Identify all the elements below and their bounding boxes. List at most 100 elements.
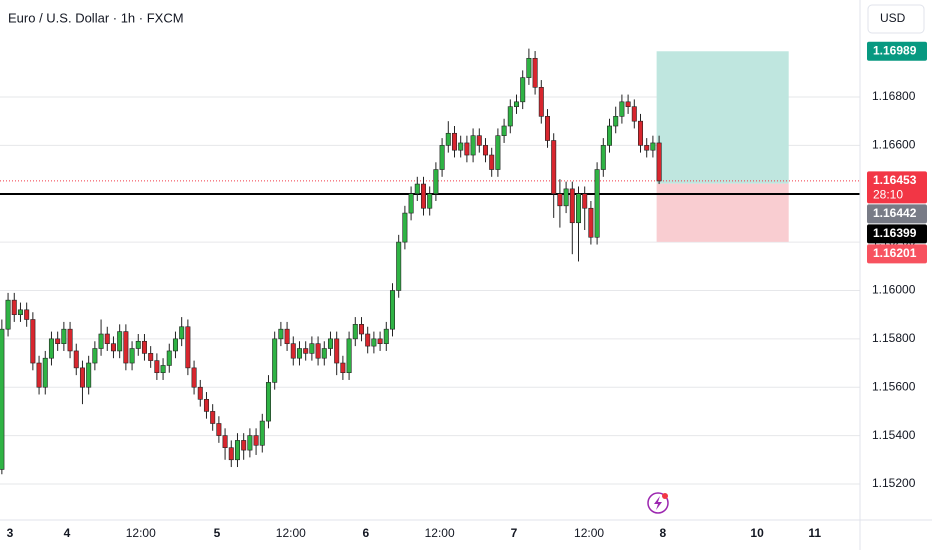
price-label: 1.16989 xyxy=(873,43,917,57)
x-tick-label: 4 xyxy=(64,526,71,540)
candle-body xyxy=(30,319,36,364)
candle-body xyxy=(104,333,110,344)
candle-body xyxy=(383,328,389,344)
candle-body xyxy=(576,193,582,224)
candle-body xyxy=(92,348,98,364)
candle-body xyxy=(346,338,352,374)
candle-body xyxy=(172,338,178,352)
x-tick-label: 8 xyxy=(659,526,666,540)
price-label-box xyxy=(867,41,927,61)
candle-body xyxy=(272,338,278,383)
y-tick-label: 1.16000 xyxy=(872,283,916,297)
candle-body xyxy=(222,435,228,448)
candle-body xyxy=(129,348,135,364)
candle-body xyxy=(619,101,625,117)
loss-zone xyxy=(656,183,789,242)
candle-body xyxy=(203,399,209,412)
candle-body xyxy=(563,188,569,207)
candle-body xyxy=(5,299,11,330)
price-label: 1.16399 xyxy=(873,226,917,240)
candle-body xyxy=(334,338,340,364)
candle-body xyxy=(439,145,445,170)
candle-body xyxy=(247,435,253,451)
candle-body xyxy=(241,440,247,451)
currency-button[interactable] xyxy=(867,4,925,34)
candle-body xyxy=(290,343,296,359)
candle-body xyxy=(625,101,631,107)
candle-body xyxy=(327,338,333,349)
candle-body xyxy=(631,106,637,122)
candle-body xyxy=(513,101,519,107)
candle-body xyxy=(265,382,271,422)
candle-body xyxy=(79,367,85,388)
price-label: 1.16201 xyxy=(873,246,917,260)
candle-body xyxy=(377,338,383,344)
candle-body xyxy=(185,326,191,369)
candle-body xyxy=(309,343,315,354)
plot xyxy=(0,48,860,475)
candle-body xyxy=(160,365,166,374)
x-tick-label: 7 xyxy=(511,526,518,540)
price-label: 1.16453 xyxy=(873,173,917,187)
candle-body xyxy=(98,333,104,349)
candle-body xyxy=(36,362,42,388)
profit-zone xyxy=(656,51,789,184)
candle-body xyxy=(278,328,284,340)
candle-body xyxy=(371,338,377,347)
candle-body xyxy=(228,447,234,461)
candle-body xyxy=(210,411,216,424)
candle-body xyxy=(234,440,240,461)
y-tick-label: 1.15400 xyxy=(872,428,916,442)
candle-body xyxy=(303,348,309,354)
candle-body xyxy=(582,193,588,209)
candle-body xyxy=(0,328,5,470)
x-tick-label: 12:00 xyxy=(574,526,604,540)
candle-body xyxy=(17,309,23,315)
candle-body xyxy=(67,328,73,352)
candle-body xyxy=(445,132,451,146)
candle-body xyxy=(61,328,67,344)
price-label-box xyxy=(867,244,927,264)
candle-body xyxy=(148,353,154,361)
candle-body xyxy=(607,125,613,146)
candle-body xyxy=(656,142,662,182)
candle-body xyxy=(284,328,290,344)
currency-label[interactable]: USD xyxy=(880,11,906,25)
candle-body xyxy=(526,57,532,78)
candle-body xyxy=(495,135,501,170)
candle-body xyxy=(482,145,488,156)
candle-body xyxy=(588,207,594,238)
candle-body xyxy=(253,435,259,446)
price-label-box xyxy=(867,204,927,224)
candle-body xyxy=(123,331,129,364)
y-tick-label: 1.16800 xyxy=(872,89,916,103)
candle-body xyxy=(470,135,476,156)
candle-body xyxy=(544,116,550,141)
candle-body xyxy=(216,423,222,436)
candle-body xyxy=(141,340,147,354)
candle-body xyxy=(396,241,402,291)
candle-body xyxy=(321,348,327,359)
candle-body xyxy=(55,338,61,344)
y-tick-label: 1.15600 xyxy=(872,379,916,393)
candle-body xyxy=(352,324,358,340)
candle-body xyxy=(73,350,79,369)
candle-body xyxy=(11,299,17,315)
candle-body xyxy=(464,142,470,156)
candle-body xyxy=(42,357,48,388)
x-tick-label: 12:00 xyxy=(425,526,455,540)
candle-body xyxy=(408,193,414,214)
x-tick-label: 6 xyxy=(362,526,369,540)
price-label-box xyxy=(867,224,927,244)
y-tick-label: 1.15200 xyxy=(872,476,916,490)
y-tick-label: 1.15800 xyxy=(872,331,916,345)
candle-body xyxy=(501,125,507,136)
candle-body xyxy=(433,169,439,195)
candle-body xyxy=(117,331,123,352)
candle-body xyxy=(538,87,544,117)
candle-body xyxy=(389,290,395,330)
candle-body xyxy=(458,142,464,151)
